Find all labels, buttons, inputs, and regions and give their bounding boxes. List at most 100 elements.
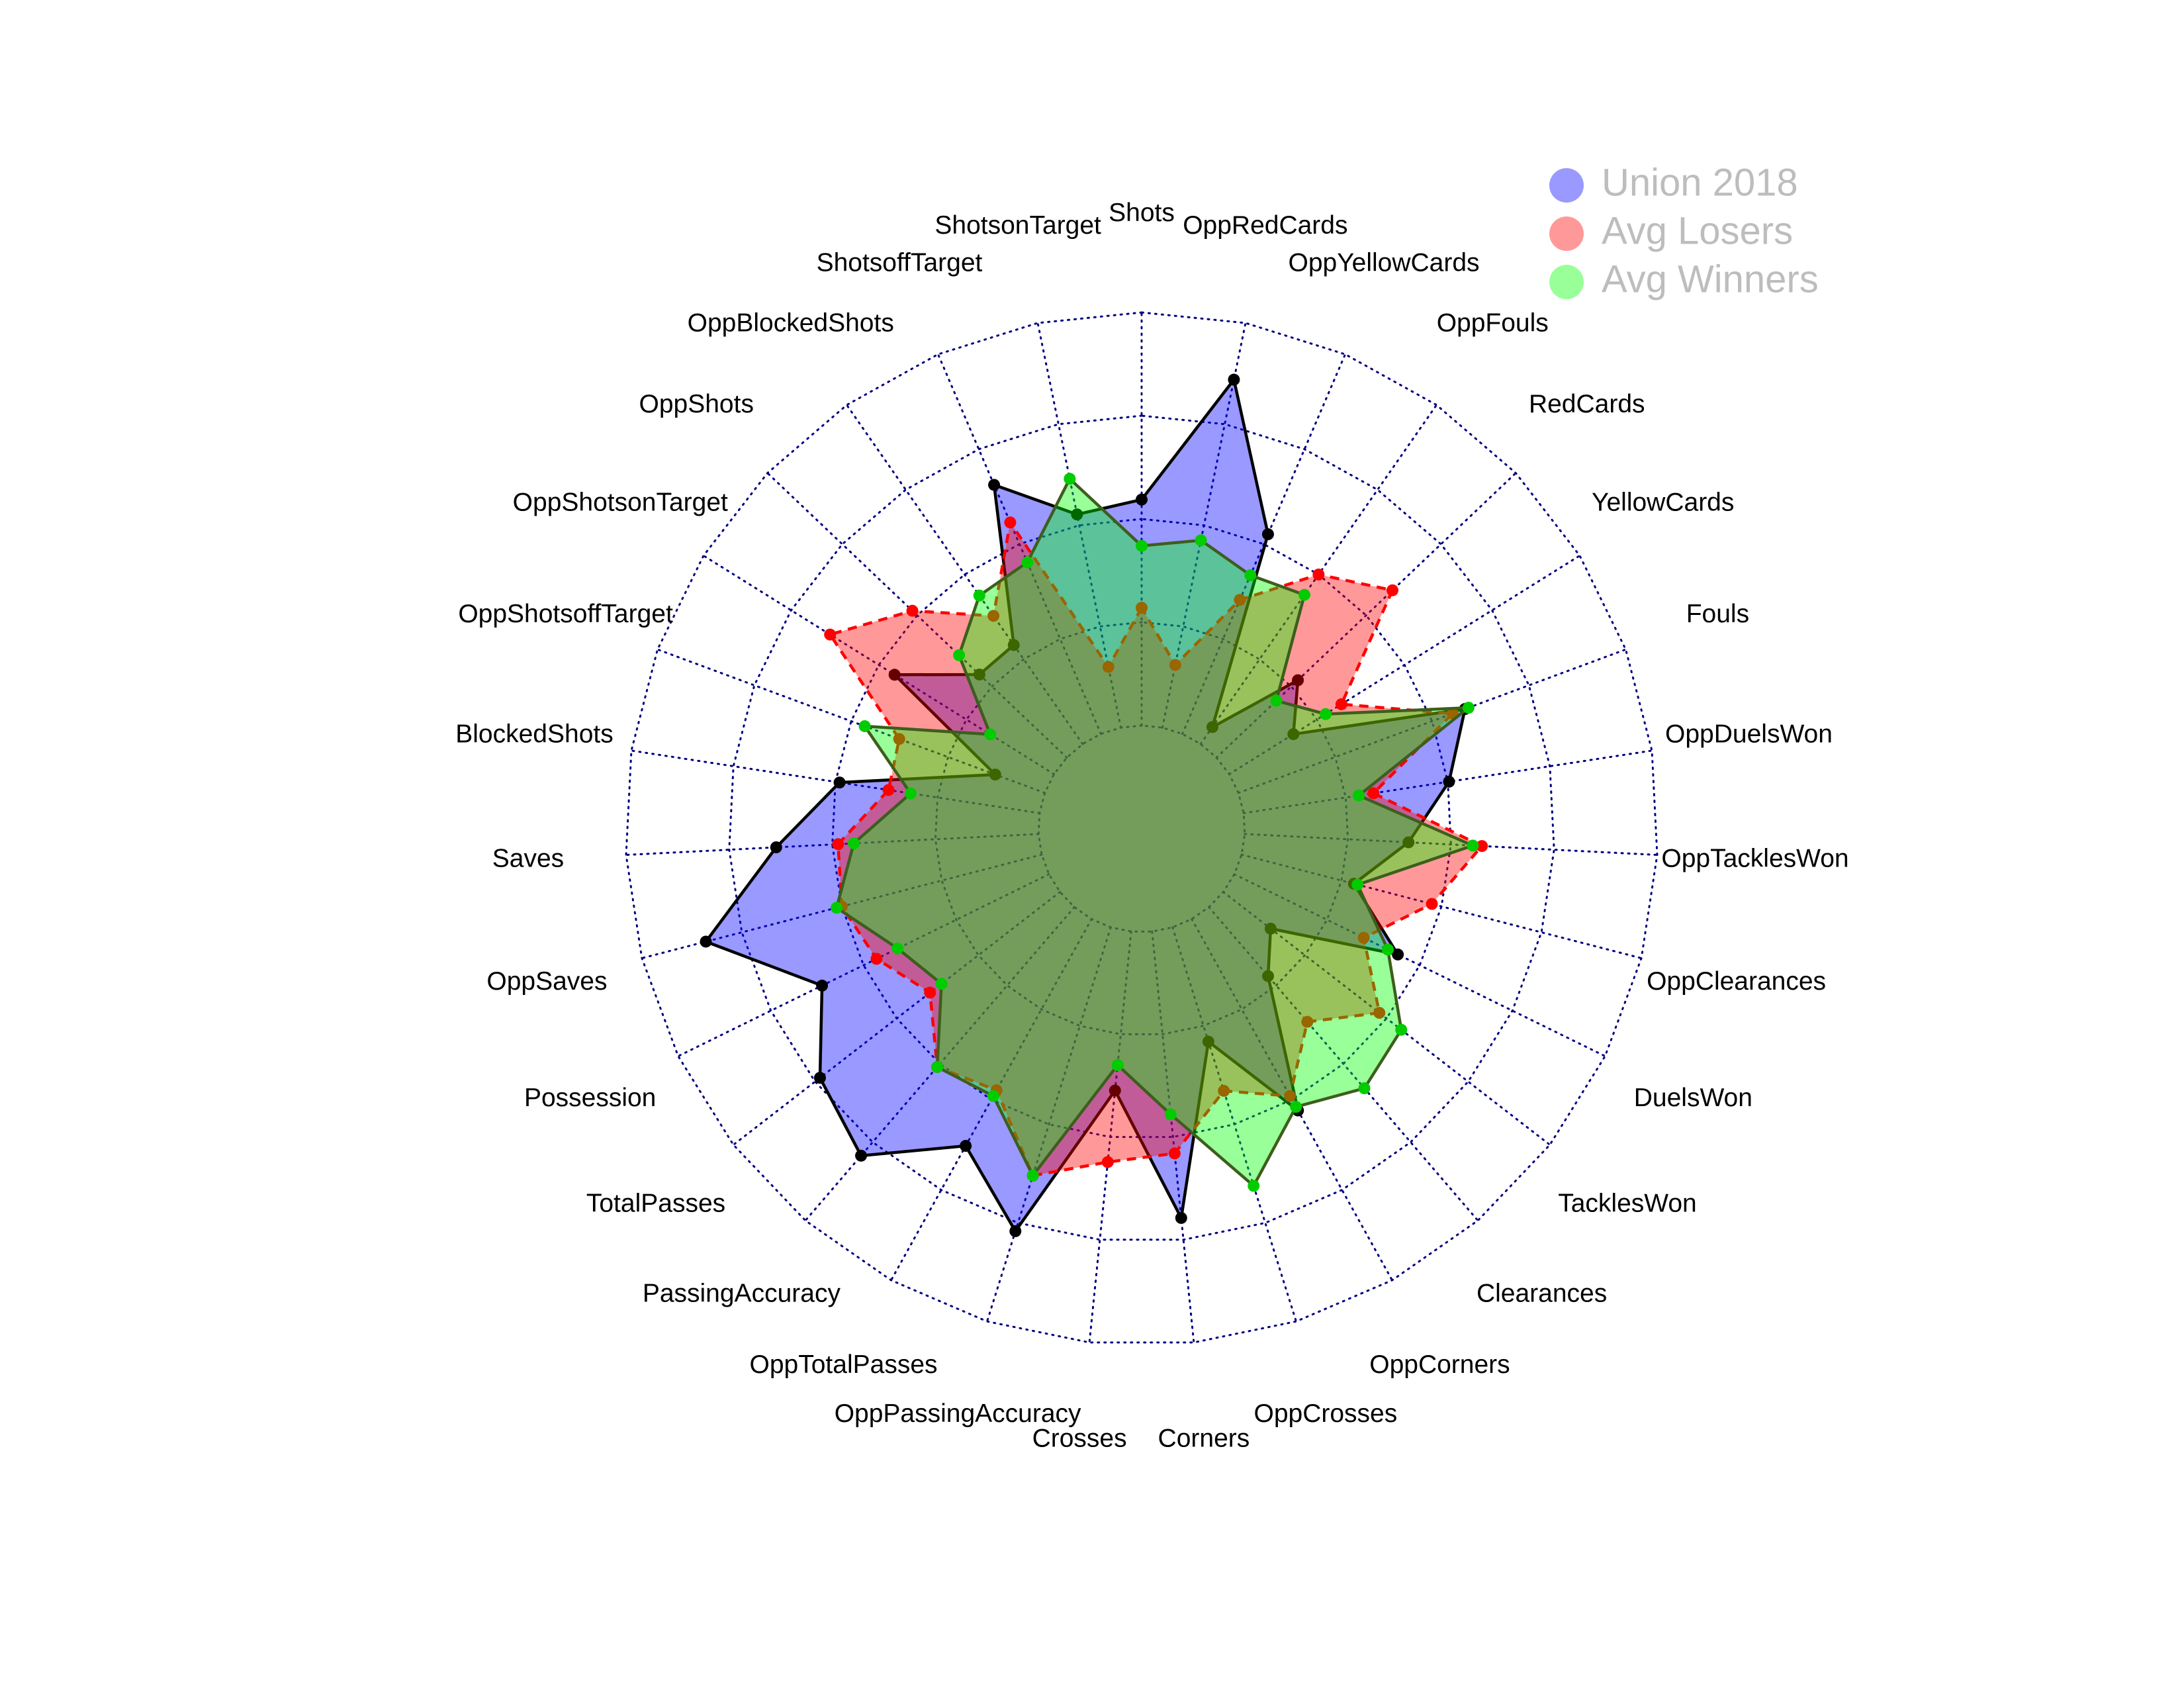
data-point (1301, 1015, 1314, 1028)
data-point (1136, 602, 1148, 614)
axis-label: Crosses (1032, 1425, 1127, 1453)
data-point (1206, 721, 1218, 733)
legend-swatch (1549, 265, 1584, 299)
axis-spoke (1036, 322, 1122, 729)
axis-spoke (677, 873, 1050, 1058)
axis-label: OppShotsonTarget (513, 488, 728, 516)
grid-ring (1037, 724, 1246, 933)
data-point (1026, 1169, 1039, 1182)
axis-label: OppYellowCards (1289, 248, 1480, 277)
data-point (1168, 1147, 1181, 1160)
axis-label: TacklesWon (1558, 1189, 1697, 1217)
data-point (882, 784, 895, 796)
data-point (1426, 898, 1438, 910)
data-point (1169, 659, 1181, 671)
axis-label: Saves (492, 844, 564, 872)
data-point (1335, 698, 1347, 710)
axis-label: OppFouls (1437, 308, 1549, 337)
axis-spoke (1161, 322, 1247, 729)
data-point (1367, 787, 1380, 800)
data-point (1290, 1101, 1302, 1113)
data-point (888, 669, 901, 681)
data-point (1320, 708, 1332, 720)
data-point (1102, 661, 1115, 673)
axis-spoke (1208, 906, 1479, 1222)
axis-label: OppCrosses (1253, 1399, 1397, 1428)
data-point (1228, 373, 1240, 386)
data-point (935, 978, 948, 990)
axis-label: Shots (1109, 199, 1175, 227)
data-point (904, 787, 917, 800)
series-area (704, 378, 1467, 1233)
axis-label: OppDuelsWon (1665, 720, 1833, 749)
axis-label: OppTotalPasses (750, 1350, 938, 1379)
axis-label: Possession (524, 1084, 656, 1112)
data-point (1218, 1084, 1230, 1097)
data-point (973, 668, 985, 680)
data-point (848, 837, 860, 850)
data-point (1373, 1007, 1386, 1019)
data-point (1136, 493, 1148, 506)
axis-spoke (1215, 472, 1517, 759)
axis-spoke (845, 404, 1084, 745)
data-point (1164, 1108, 1177, 1121)
data-point (893, 733, 905, 745)
data-point (770, 841, 782, 854)
data-point (1175, 1211, 1187, 1224)
axis-spoke (1244, 833, 1659, 857)
axis-label: OppShots (639, 390, 754, 418)
data-point (1467, 839, 1479, 852)
axis-label: OppBlockedShots (688, 308, 894, 337)
grid-ring (831, 518, 1452, 1139)
axis-label: Clearances (1477, 1280, 1607, 1308)
data-point (891, 942, 904, 955)
axis-label: ShotsoffTarget (817, 248, 983, 277)
data-point (1064, 473, 1076, 485)
data-point (855, 1149, 868, 1162)
data-point (1270, 694, 1283, 707)
data-point (1312, 568, 1325, 581)
data-point (1353, 789, 1365, 802)
data-point (1202, 1035, 1214, 1048)
data-point (1462, 702, 1475, 714)
axis-spoke (702, 554, 1056, 775)
axis-spoke (936, 353, 1102, 735)
axis-label: OppRedCards (1183, 211, 1347, 240)
series-area (828, 520, 1484, 1178)
data-point (953, 649, 966, 661)
data-point (1111, 1058, 1124, 1071)
data-point (1264, 922, 1277, 935)
legend-text: Avg Losers (1602, 209, 1793, 252)
data-point (987, 1090, 999, 1102)
axis-label: OppSaves (486, 967, 607, 996)
data-point (816, 979, 829, 992)
data-point (1395, 1023, 1408, 1036)
axis-spoke (1233, 873, 1606, 1058)
axis-label: TotalPasses (586, 1189, 725, 1217)
axis-label: YellowCards (1592, 488, 1734, 516)
data-point (1387, 584, 1399, 596)
data-point (1392, 948, 1404, 961)
grid-ring (728, 414, 1555, 1241)
axis-spoke (1228, 554, 1581, 775)
legend-swatch (1549, 168, 1584, 203)
data-point (1234, 594, 1246, 606)
axis-label: OppClearances (1647, 967, 1826, 996)
data-point (858, 720, 871, 733)
data-point (832, 838, 844, 851)
data-point (1284, 1090, 1297, 1102)
data-point (988, 479, 1001, 491)
data-point (1262, 970, 1275, 982)
axis-label: PassingAccuracy (643, 1280, 841, 1308)
data-point (1101, 1156, 1114, 1168)
data-point (1261, 528, 1274, 541)
data-point (1476, 840, 1488, 853)
data-point (989, 769, 1001, 781)
axis-spoke (1151, 930, 1195, 1344)
legend-swatch (1549, 216, 1584, 251)
series-area (835, 477, 1475, 1188)
data-point (1244, 569, 1257, 581)
axis-spoke (657, 648, 1046, 794)
axis-spoke (1240, 853, 1643, 960)
